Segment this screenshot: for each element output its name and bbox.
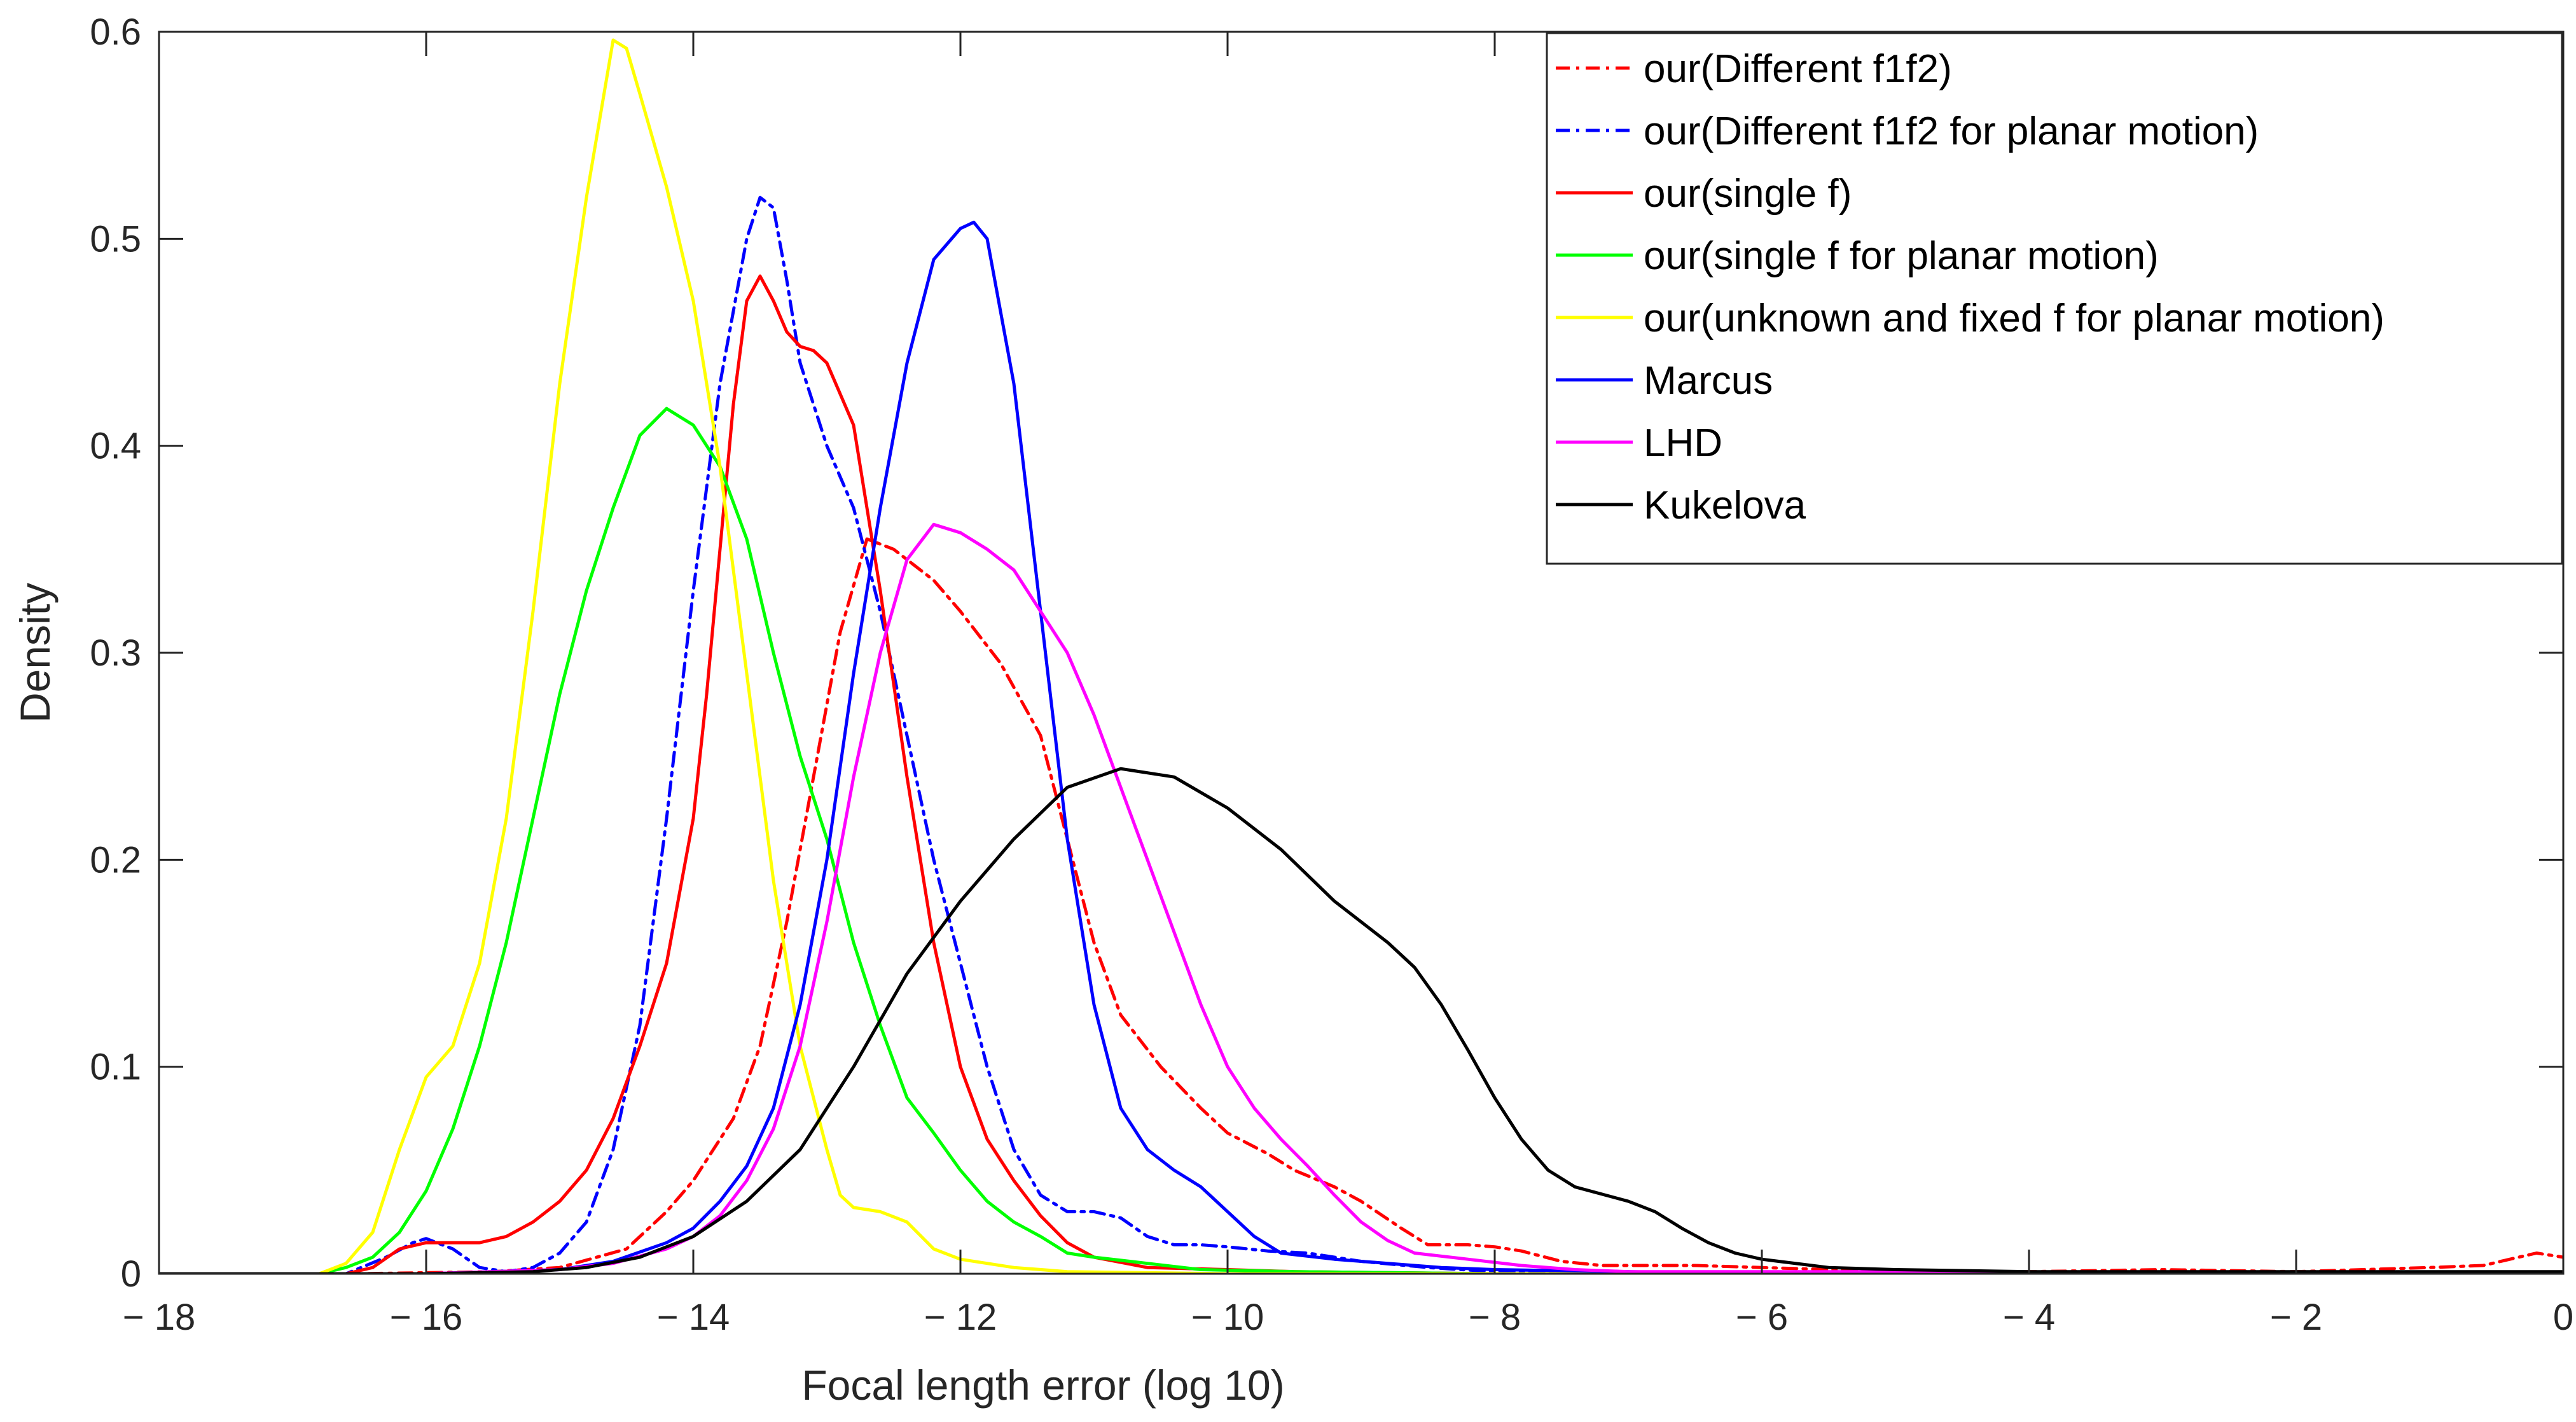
x-tick-label: − 10 xyxy=(1191,1297,1264,1338)
y-tick-label: 0.5 xyxy=(90,218,141,260)
legend-label-6: LHD xyxy=(1644,421,1722,465)
x-axis-title: Focal length error (log 10) xyxy=(801,1362,1284,1409)
series-line-7 xyxy=(159,767,2563,1274)
y-tick-label: 0 xyxy=(121,1253,141,1295)
x-tick-label: − 18 xyxy=(123,1297,196,1338)
x-tick-label: 0 xyxy=(2553,1297,2573,1338)
x-tick-label: − 12 xyxy=(924,1297,997,1338)
y-tick-label: 0.2 xyxy=(90,839,141,881)
legend-label-2: our(single f) xyxy=(1644,172,1852,216)
legend-label-0: our(Different f1f2) xyxy=(1644,47,1952,91)
series-line-5 xyxy=(159,220,2563,1274)
x-tick-label: − 8 xyxy=(1469,1297,1521,1338)
legend-box xyxy=(1546,32,2563,565)
legend-label-7: Kukelova xyxy=(1644,484,1806,527)
x-axis: − 18 − 16 − 14 − 12 − 10 − 8 − 6 − 4 − 2 0 xyxy=(123,32,2573,1338)
x-tick-label: − 6 xyxy=(1736,1297,1788,1338)
y-tick-label: 0.6 xyxy=(90,11,141,53)
y-tick-label: 0.4 xyxy=(90,426,141,467)
x-tick-label: − 4 xyxy=(2003,1297,2055,1338)
legend: our(Different f1f2) our(Different f1f2 fo… xyxy=(1546,32,2563,565)
series-line-6 xyxy=(159,522,2563,1274)
legend-label-4: our(unknown and fixed f for planar motio… xyxy=(1644,296,2385,340)
series-line-4 xyxy=(159,38,2563,1274)
x-tick-label: − 14 xyxy=(657,1297,730,1338)
y-tick-label: 0.3 xyxy=(90,632,141,674)
series-layer xyxy=(159,38,2563,1274)
y-axis-title: Density xyxy=(11,583,59,723)
series-line-2 xyxy=(159,274,2563,1274)
legend-label-5: Marcus xyxy=(1644,359,1773,403)
y-tick-label: 0.1 xyxy=(90,1047,141,1088)
x-tick-label: − 16 xyxy=(390,1297,463,1338)
legend-label-1: our(Different f1f2 for planar motion) xyxy=(1644,109,2259,153)
series-line-3 xyxy=(159,407,2563,1274)
x-tick-label: − 2 xyxy=(2270,1297,2322,1338)
legend-label-3: our(single f for planar motion) xyxy=(1644,234,2159,278)
